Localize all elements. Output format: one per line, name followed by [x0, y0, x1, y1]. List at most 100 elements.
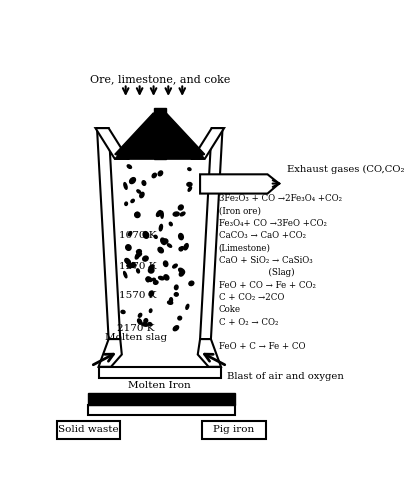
- Text: CaO + SiO₂ → CaSiO₃: CaO + SiO₂ → CaSiO₃: [219, 256, 312, 265]
- Ellipse shape: [158, 171, 163, 176]
- Ellipse shape: [164, 239, 168, 243]
- Ellipse shape: [135, 254, 139, 259]
- Ellipse shape: [149, 291, 154, 296]
- Ellipse shape: [169, 298, 173, 303]
- Ellipse shape: [139, 313, 142, 317]
- Ellipse shape: [164, 275, 169, 280]
- Ellipse shape: [135, 212, 139, 216]
- Polygon shape: [88, 405, 235, 414]
- Polygon shape: [200, 128, 223, 339]
- Ellipse shape: [181, 246, 184, 249]
- Text: Pig iron: Pig iron: [213, 426, 254, 435]
- Ellipse shape: [179, 247, 183, 251]
- Text: Solid waste: Solid waste: [58, 426, 119, 435]
- Ellipse shape: [149, 309, 152, 312]
- Ellipse shape: [137, 249, 141, 254]
- Ellipse shape: [143, 231, 149, 238]
- Text: 3Fe₂O₃ + CO →2Fe₃O₄ +CO₂: 3Fe₂O₃ + CO →2Fe₃O₄ +CO₂: [219, 195, 342, 203]
- Polygon shape: [115, 128, 205, 159]
- Ellipse shape: [124, 272, 127, 278]
- Text: 1570 K: 1570 K: [119, 291, 157, 300]
- Ellipse shape: [175, 285, 178, 290]
- Ellipse shape: [179, 233, 183, 239]
- Ellipse shape: [149, 265, 154, 269]
- Ellipse shape: [174, 293, 178, 296]
- Ellipse shape: [140, 192, 144, 198]
- Polygon shape: [154, 108, 166, 159]
- Polygon shape: [198, 339, 221, 367]
- Ellipse shape: [131, 263, 135, 268]
- Ellipse shape: [148, 268, 154, 273]
- Ellipse shape: [178, 205, 183, 210]
- Ellipse shape: [161, 238, 166, 244]
- Text: Molten Iron: Molten Iron: [128, 381, 191, 390]
- Ellipse shape: [127, 265, 133, 268]
- Ellipse shape: [188, 187, 191, 191]
- Polygon shape: [88, 393, 235, 405]
- Text: (Limestone): (Limestone): [219, 244, 271, 253]
- Text: FeO + CO → Fe + CO₂: FeO + CO → Fe + CO₂: [219, 281, 316, 290]
- Ellipse shape: [137, 269, 139, 273]
- Polygon shape: [202, 421, 266, 439]
- Ellipse shape: [142, 323, 148, 326]
- Polygon shape: [97, 128, 120, 339]
- Ellipse shape: [136, 253, 141, 257]
- Ellipse shape: [124, 183, 127, 189]
- Text: Fe₃O₄+ CO →3FeO +CO₂: Fe₃O₄+ CO →3FeO +CO₂: [219, 219, 326, 228]
- Ellipse shape: [161, 211, 163, 218]
- Ellipse shape: [188, 168, 191, 171]
- Text: (Iron ore): (Iron ore): [219, 207, 261, 216]
- Text: CaCO₃ → CaO +CO₂: CaCO₃ → CaO +CO₂: [219, 231, 306, 240]
- Ellipse shape: [131, 199, 134, 203]
- Ellipse shape: [159, 224, 162, 231]
- Text: FeO + C → Fe + CO: FeO + C → Fe + CO: [219, 343, 305, 351]
- Ellipse shape: [178, 316, 182, 320]
- Text: Ore, limestone, and coke: Ore, limestone, and coke: [90, 74, 230, 84]
- Ellipse shape: [187, 183, 192, 186]
- Ellipse shape: [180, 212, 185, 216]
- Ellipse shape: [186, 304, 189, 309]
- Ellipse shape: [156, 211, 161, 216]
- Polygon shape: [99, 339, 122, 367]
- Polygon shape: [192, 128, 224, 159]
- Polygon shape: [200, 175, 279, 194]
- Ellipse shape: [125, 259, 130, 264]
- Polygon shape: [115, 113, 154, 159]
- Polygon shape: [166, 113, 205, 159]
- Ellipse shape: [179, 268, 185, 274]
- Ellipse shape: [143, 256, 148, 261]
- Ellipse shape: [158, 247, 163, 253]
- Text: C + O₂ → CO₂: C + O₂ → CO₂: [219, 318, 278, 326]
- Ellipse shape: [173, 264, 177, 268]
- Text: Molten slag: Molten slag: [105, 333, 167, 342]
- Ellipse shape: [164, 261, 168, 267]
- Text: 2170 K: 2170 K: [117, 324, 154, 333]
- Polygon shape: [95, 128, 128, 159]
- Ellipse shape: [130, 178, 135, 184]
- Polygon shape: [99, 367, 221, 378]
- Ellipse shape: [135, 212, 140, 217]
- Ellipse shape: [154, 281, 158, 284]
- Text: (Slag): (Slag): [219, 268, 294, 278]
- Text: Blast of air and oxygen: Blast of air and oxygen: [227, 372, 344, 381]
- Ellipse shape: [138, 319, 142, 324]
- Ellipse shape: [121, 310, 125, 313]
- Ellipse shape: [126, 245, 131, 250]
- Ellipse shape: [173, 212, 179, 216]
- Ellipse shape: [168, 301, 173, 304]
- Ellipse shape: [167, 244, 172, 247]
- Polygon shape: [57, 421, 120, 439]
- Text: 1070 K: 1070 K: [119, 231, 157, 240]
- Ellipse shape: [127, 165, 131, 169]
- Text: C + CO₂ →2CO: C + CO₂ →2CO: [219, 293, 284, 302]
- Ellipse shape: [152, 278, 156, 281]
- Ellipse shape: [148, 322, 152, 325]
- Ellipse shape: [137, 190, 141, 193]
- Ellipse shape: [125, 202, 128, 205]
- Text: 1270 K: 1270 K: [119, 262, 157, 271]
- Ellipse shape: [128, 232, 132, 236]
- Ellipse shape: [126, 260, 130, 264]
- Ellipse shape: [154, 235, 157, 238]
- Ellipse shape: [146, 278, 149, 282]
- Ellipse shape: [184, 243, 188, 250]
